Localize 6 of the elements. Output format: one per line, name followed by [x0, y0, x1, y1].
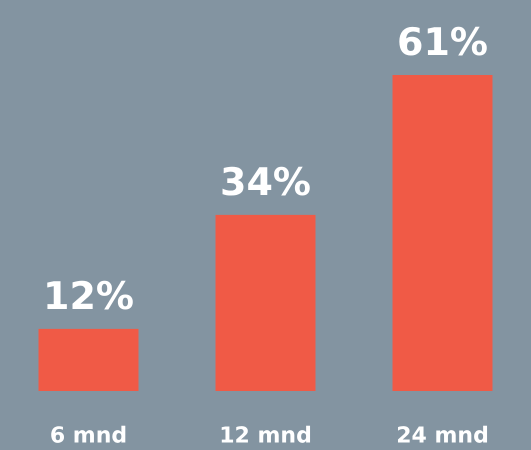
x-tick-label: 12 mnd [219, 424, 312, 448]
x-tick-label: 6 mnd [50, 424, 128, 448]
data-label: 61% [397, 20, 488, 64]
data-label: 34% [220, 160, 311, 204]
x-tick-label: 24 mnd [396, 424, 489, 448]
data-label: 12% [43, 274, 134, 318]
